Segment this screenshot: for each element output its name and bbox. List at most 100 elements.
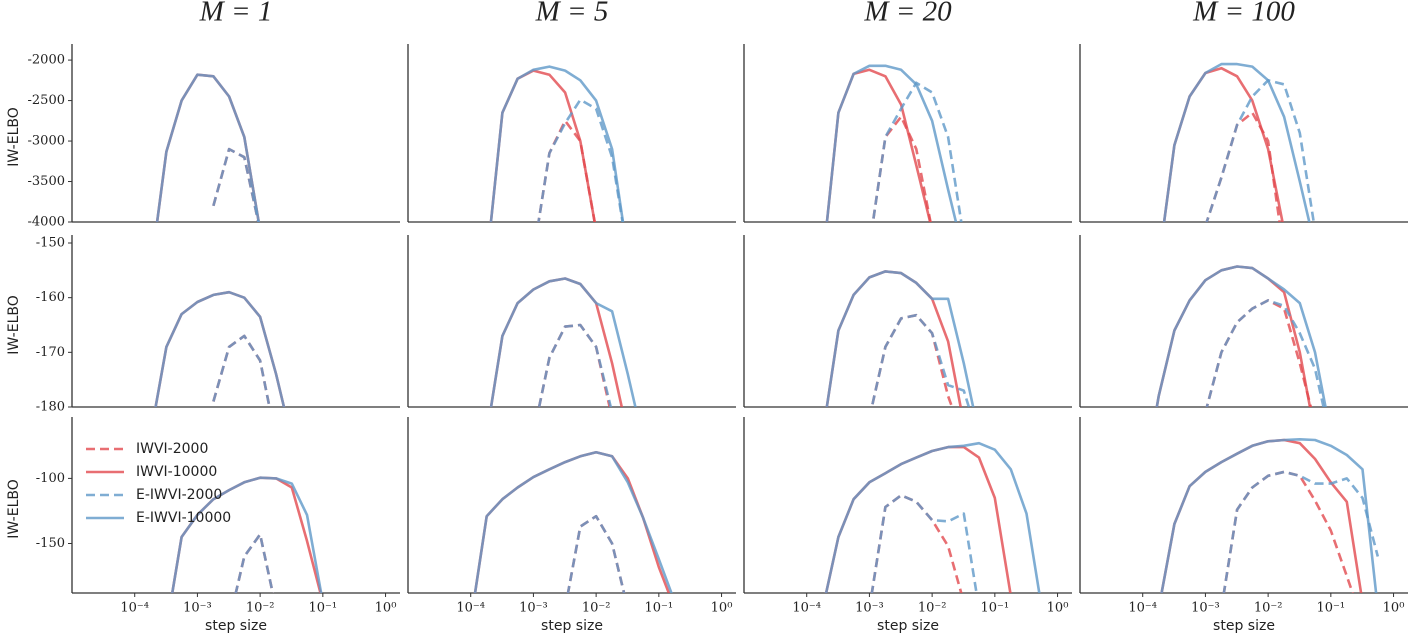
panel: M = 100 [1079, 0, 1408, 223]
plot-area [489, 277, 637, 407]
x-tick-label: 10⁻⁴ [120, 601, 149, 616]
y-tick-label: -180 [36, 400, 65, 415]
series-line [870, 494, 978, 593]
series-line [825, 64, 958, 222]
panel-title: M = 100 [1192, 0, 1295, 28]
y-tick-label: -2000 [28, 53, 65, 68]
panel: M = 20 [743, 0, 1072, 223]
panel [743, 235, 1072, 408]
series-line [155, 73, 261, 222]
series-line [234, 533, 275, 593]
series-line [825, 68, 932, 222]
x-tick-label: 10⁻³ [1191, 601, 1220, 616]
panel-title: M = 1 [199, 0, 273, 28]
x-axis-label: step size [877, 618, 939, 634]
panel: step size 10⁻⁴ 10⁻³ 10⁻² 10⁻¹ 10⁰ [1079, 417, 1408, 634]
y-axis-label: IW-ELBO [6, 295, 22, 354]
x-tick-label: 10⁻² [1254, 601, 1283, 616]
y-tick-label: -160 [36, 290, 65, 305]
series-line [537, 323, 613, 407]
legend-label: E-IWVI-2000 [136, 487, 222, 503]
y-axis-label: IW-ELBO [6, 107, 22, 166]
x-tick-label: 10⁻³ [855, 601, 884, 616]
plot-area [825, 270, 975, 407]
series-line [170, 476, 323, 593]
panel-title: M = 5 [535, 0, 609, 28]
legend-label: E-IWVI-10000 [136, 510, 231, 526]
x-tick-label: 10⁻³ [519, 601, 548, 616]
y-tick-label: -150 [36, 236, 65, 251]
x-tick-label: 10⁻¹ [1317, 601, 1346, 616]
series-line [566, 514, 626, 593]
x-tick-label: 10⁰ [375, 601, 397, 616]
series-line [473, 451, 671, 593]
series-line [870, 313, 954, 407]
x-tick-label: 10⁻¹ [309, 601, 338, 616]
series-line [489, 65, 625, 222]
series-line [825, 270, 962, 407]
panel: M = 1 IW-ELBO -4000 -3500 -3000 -2500 -2000 [6, 0, 400, 230]
x-tick-label: 10⁻⁴ [792, 601, 821, 616]
x-axis-label: step size [1213, 618, 1275, 634]
panel: step size 10⁻⁴ 10⁻³ 10⁻² 10⁻¹ 10⁰ [743, 417, 1072, 634]
panel: IW-ELBO step size -150 -100 10⁻⁴ 10⁻³ 10⁻² 10⁻¹… [6, 417, 400, 634]
series-line [1162, 66, 1284, 222]
series-line [537, 119, 596, 222]
panel: M = 5 [407, 0, 736, 223]
series-line [824, 441, 1041, 593]
series-line [870, 494, 963, 593]
series-line [489, 69, 596, 222]
panel-title: M = 20 [863, 0, 952, 28]
series-line [825, 270, 975, 407]
plot-area [824, 441, 1041, 593]
y-tick-label: -4000 [28, 215, 65, 230]
legend-label: IWVI-10000 [136, 464, 217, 480]
x-tick-label: 10⁻² [246, 601, 275, 616]
panel [407, 235, 736, 408]
series-line [155, 73, 261, 222]
series-line [1205, 79, 1316, 222]
x-tick-label: 10⁻¹ [981, 601, 1010, 616]
x-tick-label: 10⁰ [1383, 601, 1405, 616]
plot-area [1155, 265, 1327, 407]
series-line [154, 290, 286, 407]
series-line [1155, 265, 1327, 407]
series-line [489, 277, 637, 407]
x-tick-label: 10⁻³ [183, 601, 212, 616]
series-line [212, 147, 260, 222]
panel: IW-ELBO -180 -170 -160 -150 [6, 235, 400, 415]
panel: step size 10⁻⁴ 10⁻³ 10⁻² 10⁻¹ 10⁰ [407, 417, 736, 634]
x-axis-label: step size [205, 618, 267, 634]
series-line [871, 115, 932, 222]
y-axis-label: IW-ELBO [6, 479, 22, 538]
x-tick-label: 10⁻⁴ [456, 601, 485, 616]
y-tick-label: -100 [36, 471, 65, 486]
series-line [1160, 438, 1363, 593]
y-tick-label: -150 [36, 536, 65, 551]
series-line [537, 323, 611, 407]
x-axis-label: step size [541, 618, 603, 634]
x-tick-label: 10⁻² [582, 601, 611, 616]
plot-area [1162, 62, 1316, 222]
plot-area [473, 451, 673, 593]
x-tick-label: 10⁻⁴ [1128, 601, 1157, 616]
series-line [489, 277, 624, 407]
series-line [1155, 265, 1312, 407]
series-line [1205, 299, 1313, 407]
series-line [473, 451, 673, 593]
y-tick-label: -3000 [28, 134, 65, 149]
x-tick-label: 10⁰ [711, 601, 733, 616]
plot-area [170, 476, 323, 593]
series-line [824, 445, 1012, 593]
y-tick-label: -2500 [28, 93, 65, 108]
plot-area [155, 73, 261, 222]
y-tick-label: -170 [36, 345, 65, 360]
y-tick-label: -3500 [28, 174, 65, 189]
series-line [1205, 111, 1281, 222]
series-line [1160, 438, 1378, 593]
series-line [1222, 470, 1380, 593]
plot-area [825, 64, 963, 222]
series-line [212, 334, 271, 407]
plot-area [154, 290, 286, 407]
